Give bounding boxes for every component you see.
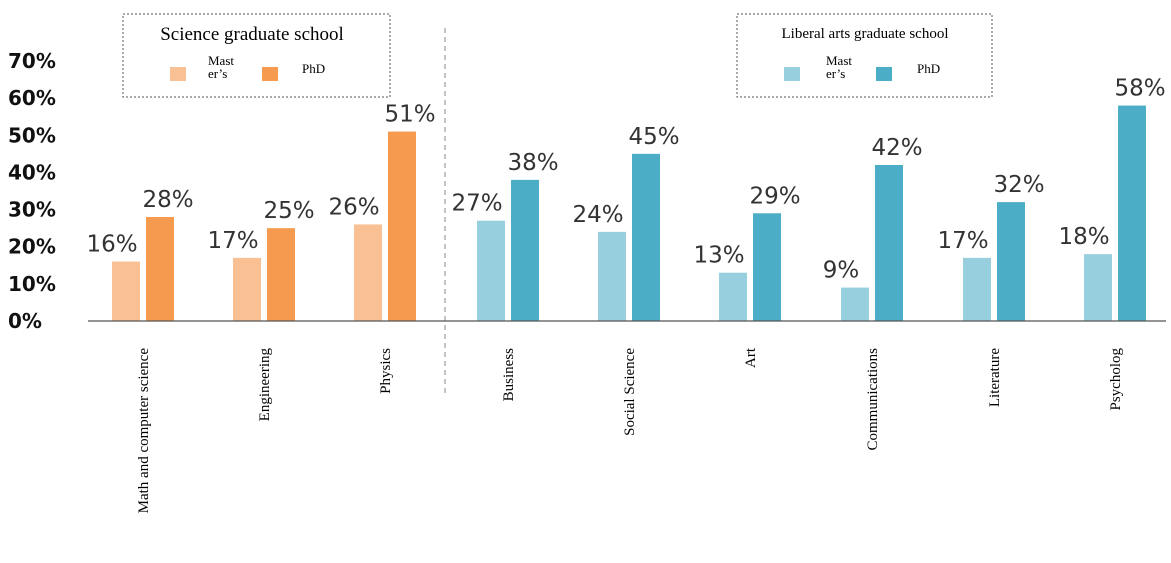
category-label: Social Science	[622, 348, 638, 436]
bar-masters	[719, 272, 747, 321]
bar-masters	[112, 261, 140, 321]
category-label: Engineering	[257, 348, 273, 422]
y-tick-label: 70%	[8, 49, 56, 73]
legend-swatch-phd	[876, 67, 892, 81]
data-label-masters: 17%	[207, 228, 258, 254]
data-label-phd: 58%	[1114, 76, 1165, 102]
bar-phd	[267, 228, 295, 321]
category-label: Business	[501, 348, 517, 402]
data-label-masters: 13%	[693, 243, 744, 269]
bar-masters	[233, 257, 261, 321]
data-label-masters: 16%	[86, 232, 137, 258]
bar-phd	[997, 202, 1025, 321]
data-label-phd: 38%	[507, 150, 558, 176]
bar-phd	[146, 217, 174, 321]
data-label-phd: 32%	[993, 172, 1044, 198]
legend-swatch-phd	[262, 67, 278, 81]
category-label: Psycholog	[1108, 348, 1124, 411]
bar-phd	[753, 213, 781, 321]
bar-phd	[388, 131, 416, 321]
category-label: Communications	[865, 348, 881, 451]
data-label-masters: 27%	[451, 191, 502, 217]
data-label-phd: 51%	[384, 102, 435, 128]
y-tick-label: 10%	[8, 272, 56, 296]
y-tick-label: 20%	[8, 235, 56, 259]
bar-masters	[354, 224, 382, 321]
category-label: Math and computer science	[136, 348, 152, 514]
data-label-masters: 26%	[328, 194, 379, 220]
y-tick-label: 30%	[8, 198, 56, 222]
legend-box	[736, 13, 993, 98]
bar-phd	[875, 165, 903, 321]
data-label-phd: 45%	[628, 124, 679, 150]
bar-masters	[841, 287, 869, 321]
bar-phd	[1118, 105, 1146, 321]
data-label-masters: 9%	[823, 258, 860, 284]
legend-swatch-masters	[784, 67, 800, 81]
data-label-phd: 25%	[263, 198, 314, 224]
category-label: Art	[743, 347, 759, 368]
data-label-phd: 42%	[871, 135, 922, 161]
bar-masters	[598, 231, 626, 321]
data-label-phd: 28%	[142, 187, 193, 213]
legend-title: Science graduate school	[160, 24, 344, 45]
legend-label-masters: Mast	[826, 53, 852, 68]
legend-title: Liberal arts graduate school	[781, 26, 948, 42]
legend-label-masters: er’s	[826, 66, 845, 81]
data-label-phd: 29%	[749, 183, 800, 209]
y-tick-label: 50%	[8, 123, 56, 147]
data-label-masters: 24%	[572, 202, 623, 228]
legend-label-phd: PhD	[302, 61, 325, 76]
category-label: Physics	[378, 348, 394, 394]
y-tick-label: 0%	[8, 309, 42, 333]
bar-masters	[477, 220, 505, 321]
legend-box	[122, 13, 391, 98]
legend-label-phd: PhD	[917, 61, 940, 76]
data-label-masters: 17%	[937, 228, 988, 254]
bar-masters	[1084, 254, 1112, 321]
data-label-masters: 18%	[1058, 224, 1109, 250]
bar-phd	[511, 179, 539, 321]
legend-swatch-masters	[170, 67, 186, 81]
y-tick-label: 60%	[8, 86, 56, 110]
y-tick-label: 40%	[8, 160, 56, 184]
legend-label-masters: Mast	[208, 53, 234, 68]
category-label: Literature	[987, 348, 1003, 407]
bar-phd	[632, 153, 660, 321]
legend-label-masters: er’s	[208, 66, 227, 81]
bar-masters	[963, 257, 991, 321]
